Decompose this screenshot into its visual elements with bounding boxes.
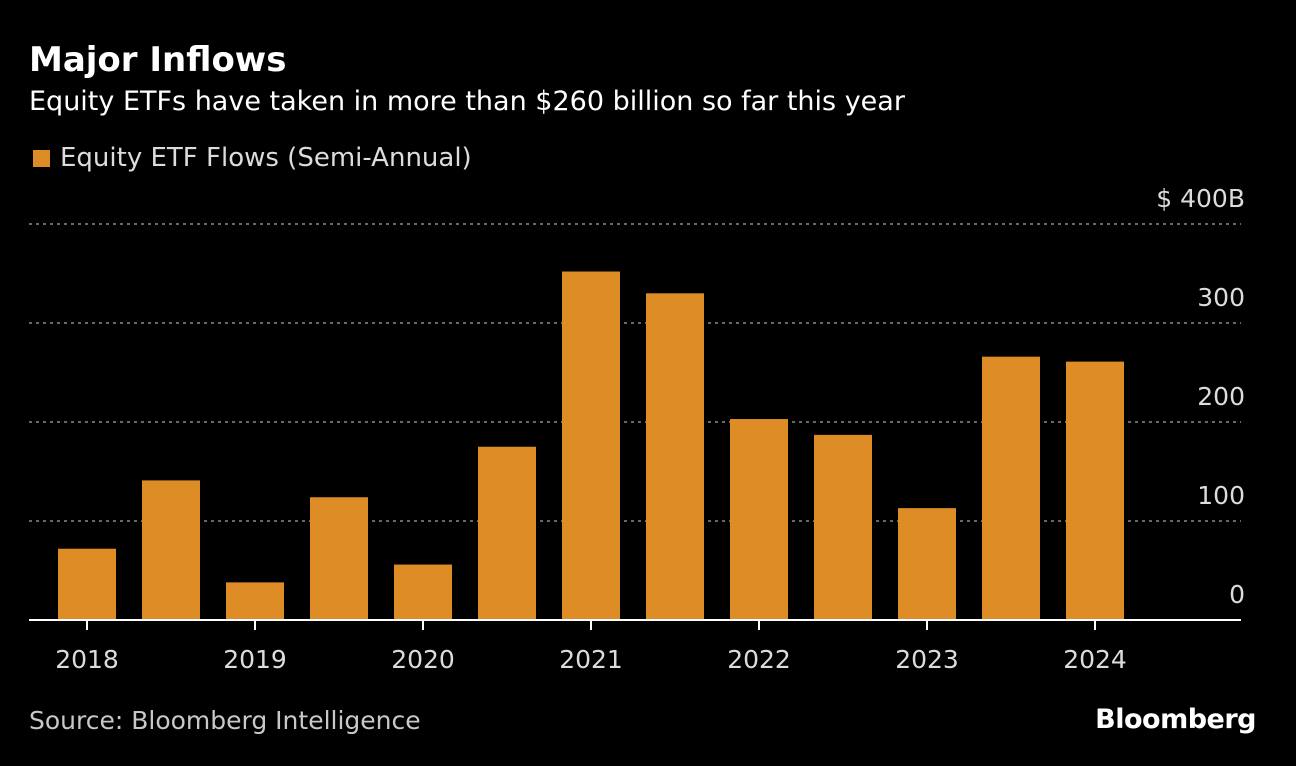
source-note: Source: Bloomberg Intelligence bbox=[29, 706, 421, 735]
bar bbox=[478, 446, 536, 620]
legend-label: Equity ETF Flows (Semi-Annual) bbox=[60, 143, 472, 173]
x-tick-label: 2023 bbox=[895, 645, 959, 674]
bar bbox=[58, 548, 116, 620]
y-tick-label: 100 bbox=[1197, 481, 1245, 510]
chart-subtitle: Equity ETFs have taken in more than $260… bbox=[29, 86, 905, 117]
y-tick-label: 0 bbox=[1229, 580, 1245, 609]
bar bbox=[1066, 361, 1124, 620]
legend-swatch bbox=[33, 149, 50, 167]
chart-title: Major Inflows bbox=[29, 40, 287, 80]
x-tick-label: 2024 bbox=[1063, 645, 1127, 674]
bar bbox=[982, 356, 1040, 620]
x-tick-label: 2022 bbox=[727, 645, 791, 674]
bar bbox=[226, 582, 284, 620]
bar bbox=[394, 564, 452, 620]
y-tick-label: 200 bbox=[1197, 382, 1245, 411]
bar bbox=[814, 434, 872, 620]
legend: Equity ETF Flows (Semi-Annual) bbox=[33, 143, 472, 173]
bloomberg-logo: Bloomberg bbox=[1095, 704, 1256, 735]
x-tick-label: 2018 bbox=[55, 645, 119, 674]
y-tick-label: 300 bbox=[1197, 283, 1245, 312]
bar bbox=[898, 508, 956, 620]
x-tick-label: 2021 bbox=[559, 645, 623, 674]
x-tick-label: 2020 bbox=[391, 645, 455, 674]
x-tick-label: 2019 bbox=[223, 645, 287, 674]
bar bbox=[142, 480, 200, 620]
y-tick-label: $ 400B bbox=[1156, 184, 1245, 213]
bar bbox=[310, 497, 368, 620]
bar bbox=[562, 271, 620, 620]
bar bbox=[646, 293, 704, 620]
bar bbox=[730, 419, 788, 620]
